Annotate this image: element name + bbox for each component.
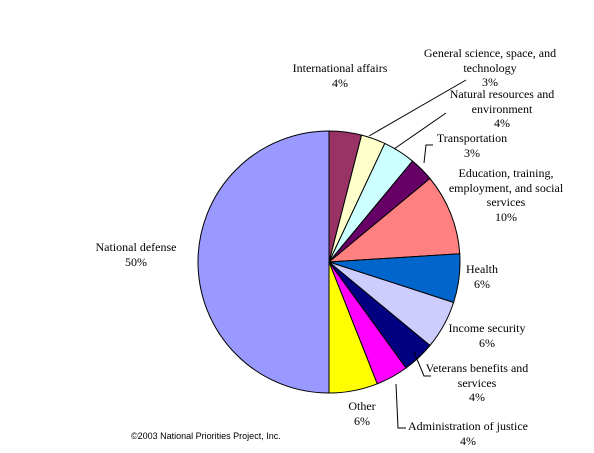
- leader-line: [423, 144, 433, 164]
- slice-name: Veterans benefits and services: [425, 361, 529, 390]
- slice-label: Natural resources and environment 4%: [440, 87, 565, 131]
- slice-value: 3%: [464, 145, 480, 160]
- leader-line: [413, 351, 431, 377]
- slice-name: Transportation: [436, 131, 508, 145]
- slice-name: Health: [466, 262, 498, 276]
- slice-label: Education, training, employment, and soc…: [444, 166, 569, 224]
- slice-label: Transportation 3%: [422, 131, 522, 160]
- leader-line: [368, 79, 467, 137]
- slice-value: 4%: [332, 75, 348, 90]
- slice-label: Veterans benefits and services 4%: [420, 361, 535, 405]
- slice-value: 6%: [474, 276, 490, 291]
- slice-value: 10%: [495, 209, 517, 224]
- leader-line: [395, 383, 406, 429]
- slice-label: General science, space, and technology 3%: [420, 46, 560, 90]
- slice-value: 6%: [354, 413, 370, 428]
- pie-slice: [197, 130, 330, 394]
- slice-name: General science, space, and technology: [423, 46, 557, 75]
- slice-name: Income security: [448, 321, 526, 335]
- slice-value: 4%: [469, 390, 485, 404]
- slice-label: Administration of justice 4%: [398, 419, 538, 448]
- footnote: ©2003 National Priorities Project, Inc.: [131, 431, 281, 441]
- leader-lines: [368, 79, 467, 429]
- slice-label: Income security 6%: [437, 321, 537, 350]
- slice-name: International affairs: [292, 61, 388, 75]
- slice-value: 50%: [125, 254, 147, 269]
- slice-name: National defense: [95, 240, 177, 254]
- slice-label: Health 6%: [442, 262, 522, 291]
- slice-label: International affairs 4%: [285, 61, 395, 90]
- slice-value: 4%: [494, 116, 510, 130]
- slice-name: Education, training, employment, and soc…: [448, 166, 564, 209]
- slice-name: Administration of justice: [408, 419, 528, 433]
- slice-label: National defense 50%: [81, 240, 191, 269]
- slice-label: Other 6%: [332, 399, 392, 428]
- slice-value: 4%: [460, 433, 476, 448]
- slice-value: 3%: [482, 75, 498, 89]
- slice-name: Natural resources and environment: [449, 87, 555, 116]
- slice-value: 6%: [479, 335, 495, 350]
- pie-slice: [327, 177, 461, 263]
- leader-line: [393, 112, 447, 150]
- slice-name: Other: [348, 399, 376, 413]
